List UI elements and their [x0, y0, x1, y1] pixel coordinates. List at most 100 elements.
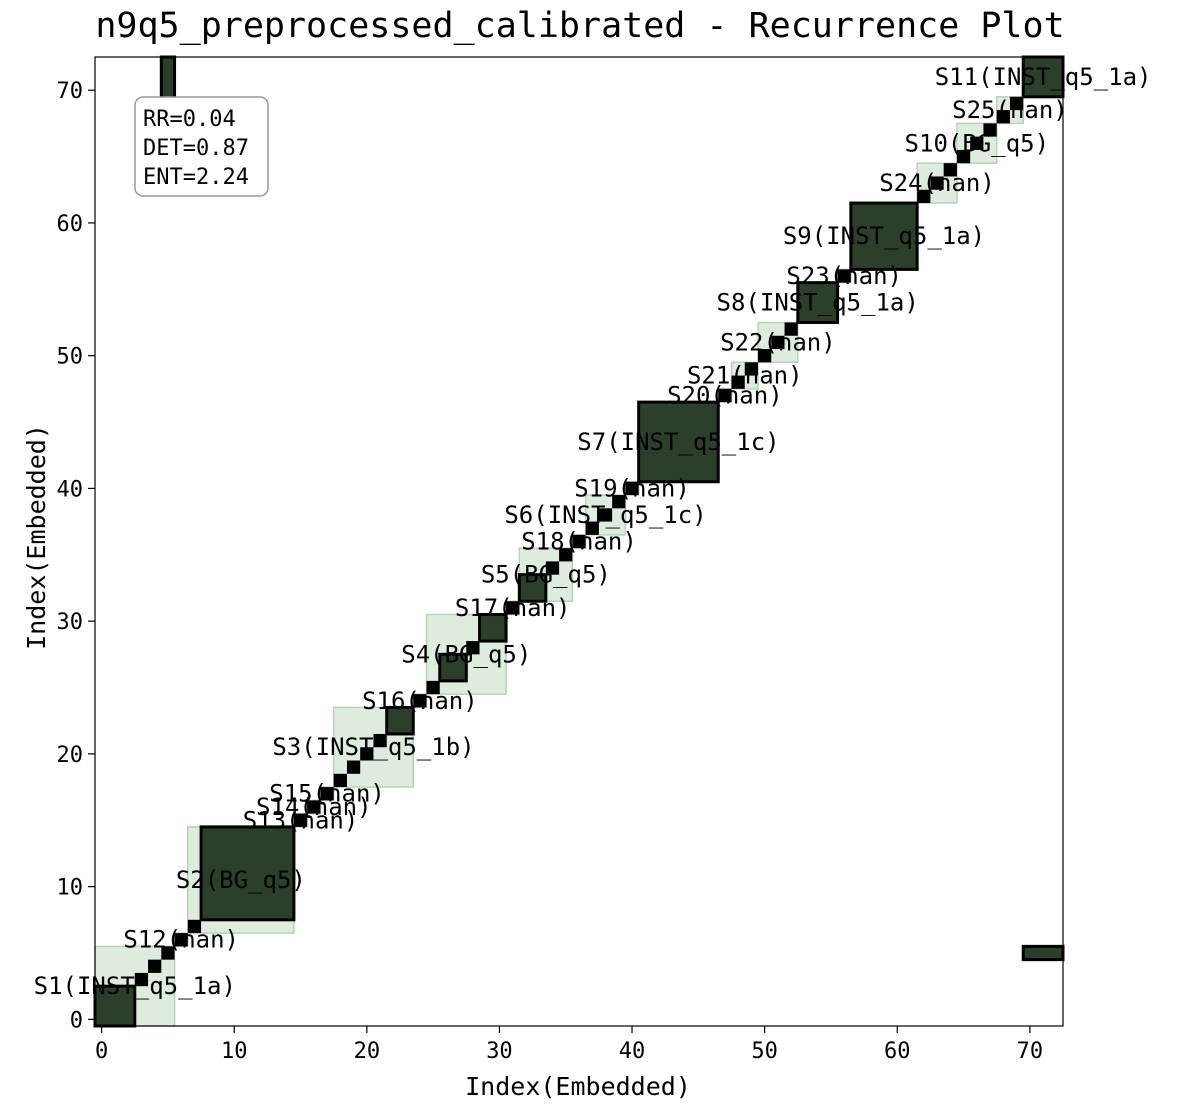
- metric-ent: ENT=2.24: [143, 165, 249, 190]
- segment-label: S10(BG_q5): [905, 129, 1050, 157]
- segment-label: S18(nan): [521, 528, 637, 556]
- metric-rr: RR=0.04: [143, 107, 236, 132]
- recurrence-block: [771, 335, 785, 350]
- y-tick-label: 20: [57, 743, 84, 768]
- segment-label: S2(BG_q5): [176, 866, 306, 894]
- recurrence-block: [385, 705, 415, 736]
- recurrence-block: [466, 641, 480, 655]
- x-tick-label: 50: [751, 1039, 778, 1064]
- metrics-box-frame: [134, 96, 269, 197]
- recurrence-block: [970, 136, 984, 150]
- y-tick-label: 50: [57, 345, 84, 370]
- recurrence-block: [585, 521, 599, 535]
- segment-label: S17(nan): [455, 594, 571, 622]
- segment-label: S16(nan): [362, 687, 478, 715]
- x-axis-label: Index(Embedded): [465, 1072, 691, 1101]
- recurrence-block: [320, 787, 334, 801]
- segment-label: S4(BG_q5): [401, 640, 531, 668]
- recurrence-points: [93, 55, 1065, 1028]
- x-tick-label: 60: [884, 1039, 911, 1064]
- y-tick-label: 40: [57, 477, 84, 502]
- y-tick-label: 60: [57, 212, 84, 237]
- recurrence-block: [148, 959, 162, 973]
- recurrence-block: [161, 946, 175, 960]
- x-tick-label: 70: [1017, 1039, 1044, 1064]
- recurrence-block: [426, 680, 440, 695]
- y-tick-label: 10: [57, 876, 84, 901]
- segment-label: S11(INST_q5_1a): [935, 63, 1152, 91]
- segment-label: S14(nan): [256, 793, 372, 821]
- recurrence-block: [187, 919, 202, 934]
- plot-frame: [94, 56, 1064, 1027]
- segment-label: S6(INST_q5_1c): [504, 501, 706, 529]
- recurrence-block: [517, 573, 548, 603]
- segment-label: S13(nan): [243, 806, 359, 834]
- recurrence-block: [572, 534, 586, 549]
- segment-label: S21(nan): [687, 362, 803, 390]
- recurrence-block: [956, 149, 971, 164]
- recurrence-block: [849, 201, 919, 271]
- recurrence-block: [1009, 96, 1024, 111]
- chart-title: n9q5_preprocessed_calibrated - Recurrenc…: [95, 6, 1065, 46]
- recurrence-block: [983, 123, 997, 137]
- recurrence-block: [506, 601, 520, 615]
- recurrence-block: [758, 349, 772, 363]
- y-tick-label: 70: [57, 79, 84, 104]
- recurrence-block: [637, 400, 720, 484]
- recurrence-block: [731, 375, 745, 389]
- recurrence-block: [333, 773, 347, 788]
- x-tick-label: 20: [354, 1039, 381, 1064]
- recurrence-block: [134, 972, 149, 987]
- segment-label: S7(INST_q5_1c): [577, 428, 779, 456]
- y-tick-label: 0: [70, 1008, 83, 1033]
- recurrence-block: [346, 760, 361, 774]
- segment-label: S24(nan): [879, 169, 995, 197]
- segment-label: S22(nan): [720, 328, 836, 356]
- recurrence-block: [744, 362, 759, 376]
- x-tick-label: 40: [619, 1039, 646, 1064]
- y-axis-label: Index(Embedded): [22, 424, 51, 650]
- metric-det: DET=0.87: [143, 136, 249, 161]
- segment-label: S5(BG_q5): [481, 561, 611, 589]
- recurrence-block: [943, 163, 957, 177]
- recurrence-block: [996, 110, 1010, 124]
- segment-label: S9(INST_q5_1a): [783, 222, 985, 250]
- recurrence-block: [413, 694, 427, 708]
- recurrence-block: [174, 933, 188, 947]
- recurrence-block: [917, 189, 931, 204]
- segment-label: S15(nan): [269, 780, 385, 808]
- recurrence-block: [718, 388, 732, 403]
- recurrence-block: [293, 813, 308, 827]
- recurrence-block: [784, 322, 798, 336]
- recurrence-block: [307, 800, 321, 814]
- x-tick-label: 10: [221, 1039, 248, 1064]
- recurrence-block: [930, 176, 944, 190]
- recurrence-block: [199, 825, 296, 922]
- recurrence-block: [598, 508, 613, 522]
- segment-labels: S1(INST_q5_1a)S12(nan)S2(BG_q5)S13(nan)S…: [34, 63, 1152, 1000]
- recurrence-block: [796, 281, 840, 324]
- segment-label: S25(nan): [952, 96, 1068, 124]
- recurrence-block: [478, 613, 508, 643]
- recurrence-block: [612, 495, 626, 509]
- segment-label: S20(nan): [667, 381, 783, 409]
- recurrence-block: [837, 269, 851, 283]
- recurrence-block: [373, 733, 387, 748]
- segment-label: S23(nan): [786, 262, 902, 290]
- y-tick-label: 30: [57, 610, 84, 635]
- recurrence-block: [1021, 944, 1065, 962]
- recurrence-block: [545, 561, 560, 575]
- metrics-box: RR=0.04 DET=0.87 ENT=2.24: [134, 96, 269, 197]
- recurrence-block: [559, 548, 573, 562]
- segment-label: S1(INST_q5_1a): [34, 972, 236, 1000]
- segment-label: S12(nan): [123, 926, 239, 954]
- segment-label: S8(INST_q5_1a): [717, 289, 919, 317]
- recurrence-block: [625, 481, 639, 496]
- recurrence-block: [360, 747, 374, 761]
- x-tick-label: 30: [486, 1039, 513, 1064]
- x-tick-label: 0: [95, 1039, 108, 1064]
- recurrence-block: [438, 652, 468, 683]
- segment-label: S3(INST_q5_1b): [272, 733, 474, 761]
- segment-label: S19(nan): [574, 474, 690, 502]
